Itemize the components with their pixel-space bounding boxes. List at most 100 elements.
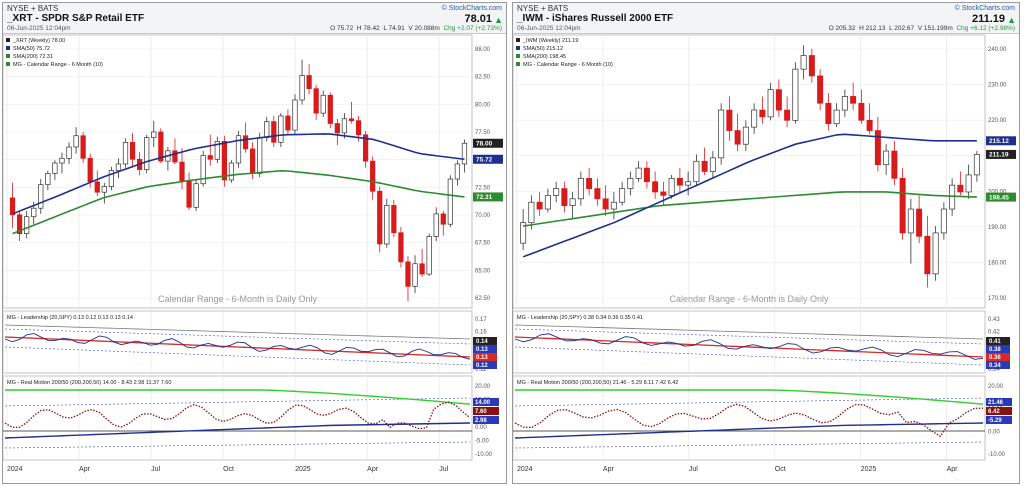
leadership-tag-label: 0.36 xyxy=(989,355,1001,361)
leadership-tag-label: 0.41 xyxy=(989,339,1001,345)
candle-body xyxy=(619,188,626,203)
candle-body xyxy=(610,201,617,210)
price-tag xyxy=(473,154,503,164)
candle-body xyxy=(384,205,390,245)
real-motion-tag xyxy=(986,416,1012,424)
candle-body xyxy=(101,186,107,193)
candle-body xyxy=(709,157,716,172)
legend-entry: _IWM (Weekly) 211.19 xyxy=(522,38,578,44)
candle-body xyxy=(327,94,333,124)
candle-body xyxy=(949,184,956,210)
legend-swatch xyxy=(6,46,10,50)
candle-body xyxy=(377,190,383,245)
price-tag-label: 78.00 xyxy=(476,141,493,148)
real-motion-tag xyxy=(473,398,499,406)
real-motion-lower-band xyxy=(4,441,471,449)
y-tick-label: 220.00 xyxy=(988,118,1007,124)
candle-body xyxy=(45,173,51,186)
candle-body xyxy=(278,115,284,143)
candle-body xyxy=(874,130,881,166)
candle-body xyxy=(348,118,355,122)
leadership-legend: MG - Leadership (20,SPY) 0.13 0.12 0.13 … xyxy=(7,315,133,321)
candle-body xyxy=(792,68,799,121)
candle-body xyxy=(24,216,30,234)
leadership-tag xyxy=(473,345,497,353)
xrt-chart-panel: NYSE + BATS _XRT - SPDR S&P Retail ETF 0… xyxy=(2,2,507,484)
x-tick-label: 2024 xyxy=(517,466,533,473)
chart-title: _XRT - SPDR S&P Retail ETF xyxy=(7,13,145,24)
price-pane xyxy=(3,34,473,309)
legend-swatch xyxy=(6,54,10,58)
y-tick-label: -5.00 xyxy=(475,438,489,444)
x-tick-label: Oct xyxy=(775,466,786,473)
leadership-tag-label: 0.38 xyxy=(989,347,1001,353)
candle-body xyxy=(151,131,157,138)
candle-body xyxy=(594,188,601,200)
legend-entry: MG - Calendar Range - 6 Month (10) xyxy=(13,62,103,68)
candle-body xyxy=(973,154,980,176)
candle-body xyxy=(172,150,178,163)
candle-body xyxy=(59,157,65,164)
leadership-tag-label: 0.13 xyxy=(476,355,488,361)
brand-label: © StockCharts.com xyxy=(954,5,1015,12)
price-tag-label: 72.31 xyxy=(476,194,493,201)
y-tick-label: 200.00 xyxy=(988,189,1007,195)
candle-body xyxy=(627,177,634,189)
legend-swatch xyxy=(516,46,520,50)
sma200-line xyxy=(523,191,977,227)
candle-body xyxy=(306,75,312,90)
candle-body xyxy=(652,181,659,193)
candle-body xyxy=(891,150,898,179)
exchange-label: NYSE + BATS xyxy=(7,4,59,13)
y-tick-label: 0.16 xyxy=(475,330,487,336)
calendar-range-watermark: Calendar Range - 6-Month is Daily Only xyxy=(669,294,829,304)
candle-body xyxy=(775,89,782,111)
candle-body xyxy=(940,208,947,234)
chart-date: 06-Jun-2025 12:04pm xyxy=(7,25,71,32)
price-tag xyxy=(473,138,503,148)
candle-body xyxy=(313,88,319,114)
candle-body xyxy=(635,167,642,179)
candle-body xyxy=(115,163,122,171)
candle-body xyxy=(193,183,199,208)
leadership-legend: MG - Leadership (20,SPY) 0.38 0.34 0.36 … xyxy=(517,315,643,321)
price-tag-label: 211.19 xyxy=(989,152,1009,159)
candle-body xyxy=(87,157,93,183)
y-tick-label: -10.00 xyxy=(475,452,493,458)
xrt-chart-canvas[interactable]: 2024 Apr Jul Oct 2025 Apr Jul 88.00 82.50 80.00 77… xyxy=(3,33,506,483)
y-tick-label: 0.43 xyxy=(988,317,1000,323)
candle-body xyxy=(242,135,249,150)
y-tick-label: 62.50 xyxy=(475,296,491,302)
iwm-chart-canvas[interactable]: 2024 Apr Jul Oct 2025 Apr 240.00 230.00 220.00 21… xyxy=(513,33,1019,483)
y-tick-label: 70.00 xyxy=(475,213,491,219)
y-tick-label: 65.00 xyxy=(475,268,491,274)
legend-swatch xyxy=(6,38,10,42)
chart-date: 06-Jun-2025 12:04pm xyxy=(517,25,581,32)
real-motion-dotted-line xyxy=(4,401,471,430)
price-tag-label: 75.72 xyxy=(476,157,493,164)
candle-body xyxy=(207,155,213,160)
y-tick-label: 0.17 xyxy=(475,317,487,323)
candle-body xyxy=(52,162,58,174)
candle-body xyxy=(200,155,206,185)
x-tick-label: Apr xyxy=(603,466,615,473)
candle-body xyxy=(235,135,242,164)
y-tick-label: 67.50 xyxy=(475,241,491,247)
candle-body xyxy=(341,118,348,134)
chart-header: NYSE + BATS _XRT - SPDR S&P Retail ETF 0… xyxy=(3,3,506,34)
y-tick-label: 88.00 xyxy=(475,47,491,53)
iwm-chart-panel: NYSE + BATS _IWM - iShares Russell 2000 … xyxy=(512,2,1020,484)
candle-body xyxy=(544,195,551,210)
candle-body xyxy=(701,160,708,172)
leadership-tag xyxy=(986,353,1010,361)
leadership-ma-line xyxy=(4,336,471,358)
price-tag xyxy=(473,192,503,202)
candle-body xyxy=(643,167,650,183)
candle-body xyxy=(66,146,72,159)
y-tick-label: 0.11 xyxy=(475,367,487,373)
y-tick-label: 0.42 xyxy=(988,330,1000,336)
candle-body xyxy=(228,162,235,181)
candle-body xyxy=(355,120,362,136)
leadership-tag-label: 0.12 xyxy=(476,363,488,369)
